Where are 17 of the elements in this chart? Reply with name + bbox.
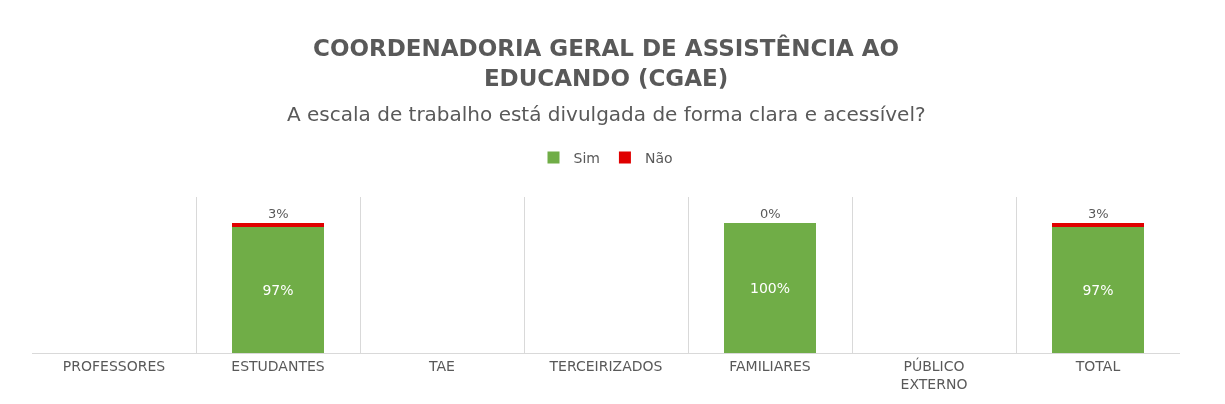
x-tick-label: FAMILIARES [729, 357, 811, 374]
legend-label: Sim [573, 150, 600, 167]
x-tick-label: TERCEIRIZADOS [548, 357, 663, 374]
legend-label: Não [644, 150, 673, 167]
data-label: 100% [749, 280, 791, 296]
data-label: 97% [1082, 281, 1114, 298]
x-tick-label: TAE [428, 357, 455, 374]
x-tick-label: PROFESSORES [62, 357, 166, 374]
chart-subtitle: A escala de trabalho está divulgada de forma clara e acessível? [287, 102, 926, 126]
data-label: 3% [268, 206, 289, 221]
data-label: 97% [262, 281, 294, 298]
x-tick-label: TOTAL [1074, 357, 1121, 374]
data-label: 0% [760, 206, 781, 221]
chart-title: COORDENADORIA GERAL DE ASSISTÊNCIA AO EDUCANDO (CGAE) [313, 34, 900, 91]
x-tick-label: PÚBLICO EXTERNO [900, 356, 968, 392]
x-tick-label: ESTUDANTES [231, 357, 325, 374]
data-label: 3% [1088, 206, 1109, 221]
